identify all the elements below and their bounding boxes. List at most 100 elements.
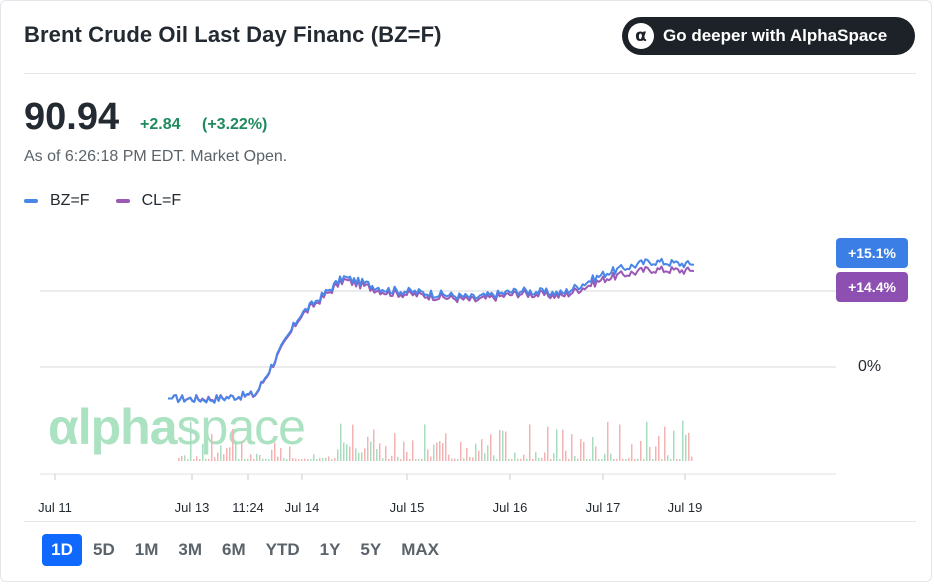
x-tick-marks [54,474,686,480]
volume-bar [385,446,387,461]
volume-bar [412,440,414,461]
volume-bar [190,421,192,461]
volume-bar [223,454,225,461]
volume-bar [448,454,450,461]
volume-bar [217,452,219,461]
page-title: Brent Crude Oil Last Day Financ (BZ=F) [24,22,442,47]
range-button-ytd[interactable]: YTD [265,540,300,559]
volume-bar [595,446,597,461]
volume-bar [520,458,522,461]
legend-label-cl: CL=F [141,192,182,209]
volume-bar [235,442,237,461]
range-button-1d[interactable]: 1D [42,534,82,566]
volume-bar [679,458,681,461]
volume-bar [442,443,444,461]
volume-bar [328,456,330,461]
x-tick-label: Jul 16 [492,500,528,515]
volume-bar [541,457,543,461]
range-button-6m[interactable]: 6M [221,540,246,559]
volume-bar [553,453,555,461]
volume-bar [445,433,447,461]
range-button-5d[interactable]: 5D [93,540,115,559]
volume-bar [667,455,669,461]
volume-bar [583,441,585,461]
volume-bar [568,458,570,461]
volume-bar [685,434,687,461]
volume-bar [457,458,459,461]
legend-item-cl[interactable]: CL=F [115,192,182,210]
x-tick-label: Jul 13 [174,500,210,515]
volume-bar [631,444,633,461]
volume-bar [676,458,678,461]
range-button-max[interactable]: MAX [401,540,439,559]
range-button-5y[interactable]: 5Y [360,540,382,559]
volume-bar [214,457,216,461]
volume-bar [325,457,327,461]
zero-axis-label: 0% [858,358,882,375]
range-button-3m[interactable]: 3M [178,540,202,559]
volume-bar [478,450,480,461]
volume-bar [625,458,627,461]
x-tick-label: Jul 17 [585,500,621,515]
volume-bar [334,458,336,461]
volume-bar [256,453,258,461]
badge-bz-change: +15.1% [836,238,908,268]
volume-bar [433,444,435,461]
volume-bar [670,458,672,461]
volume-bar [346,444,348,461]
volume-bar [286,458,288,461]
volume-bar [340,423,342,461]
volume-bar [352,424,354,461]
comparison-chart[interactable] [0,225,934,500]
volume-bar [436,442,438,461]
volume-bar [268,458,270,461]
volume-bar [313,454,315,461]
volume-bar [586,458,588,461]
volume-bar [673,430,675,461]
volume-bar [211,433,213,461]
volume-bar [532,458,534,461]
volume-bar [289,446,291,461]
volume-bar [577,458,579,461]
price-change: +2.84 [140,116,181,133]
volume-bar [184,455,186,461]
range-button-1y[interactable]: 1Y [319,540,341,559]
x-tick-label: 11:24 [232,500,264,515]
volume-bar [496,458,498,461]
volume-bar [247,458,249,461]
volume-bar [523,454,525,461]
volume-bar [406,451,408,461]
volume-bar [370,441,372,461]
legend-item-bz[interactable]: BZ=F [24,192,90,210]
volume-bars [178,420,693,461]
volume-bar [304,458,306,461]
volume-bar [343,442,345,461]
volume-bar [580,438,582,461]
volume-bar [604,453,606,461]
volume-bar [538,457,540,461]
range-button-1m[interactable]: 1M [134,540,159,559]
volume-bar [199,458,201,461]
alphaspace-logo-icon: α [628,23,654,49]
series-line-cl [168,265,695,403]
volume-bar [238,458,240,461]
volume-bar [499,429,501,461]
volume-bar [208,458,210,461]
volume-bar [454,458,456,461]
volume-bar [361,452,363,461]
volume-bar [364,448,366,461]
volume-bar [637,458,639,461]
price-change-percent: (+3.22%) [202,116,268,133]
volume-bar [547,426,549,461]
volume-bar [490,434,492,461]
volume-bar [616,458,618,461]
volume-bar [661,459,663,461]
range-selector: 1D 5D 1M 3M 6M YTD 1Y 5Y MAX [42,534,450,566]
volume-bar [655,446,657,461]
alphaspace-button[interactable]: α Go deeper with AlphaSpace [622,17,915,55]
volume-bar [232,429,234,461]
volume-bar [511,458,513,461]
volume-bar [388,458,390,461]
volume-bar [409,458,411,461]
volume-bar [283,458,285,461]
